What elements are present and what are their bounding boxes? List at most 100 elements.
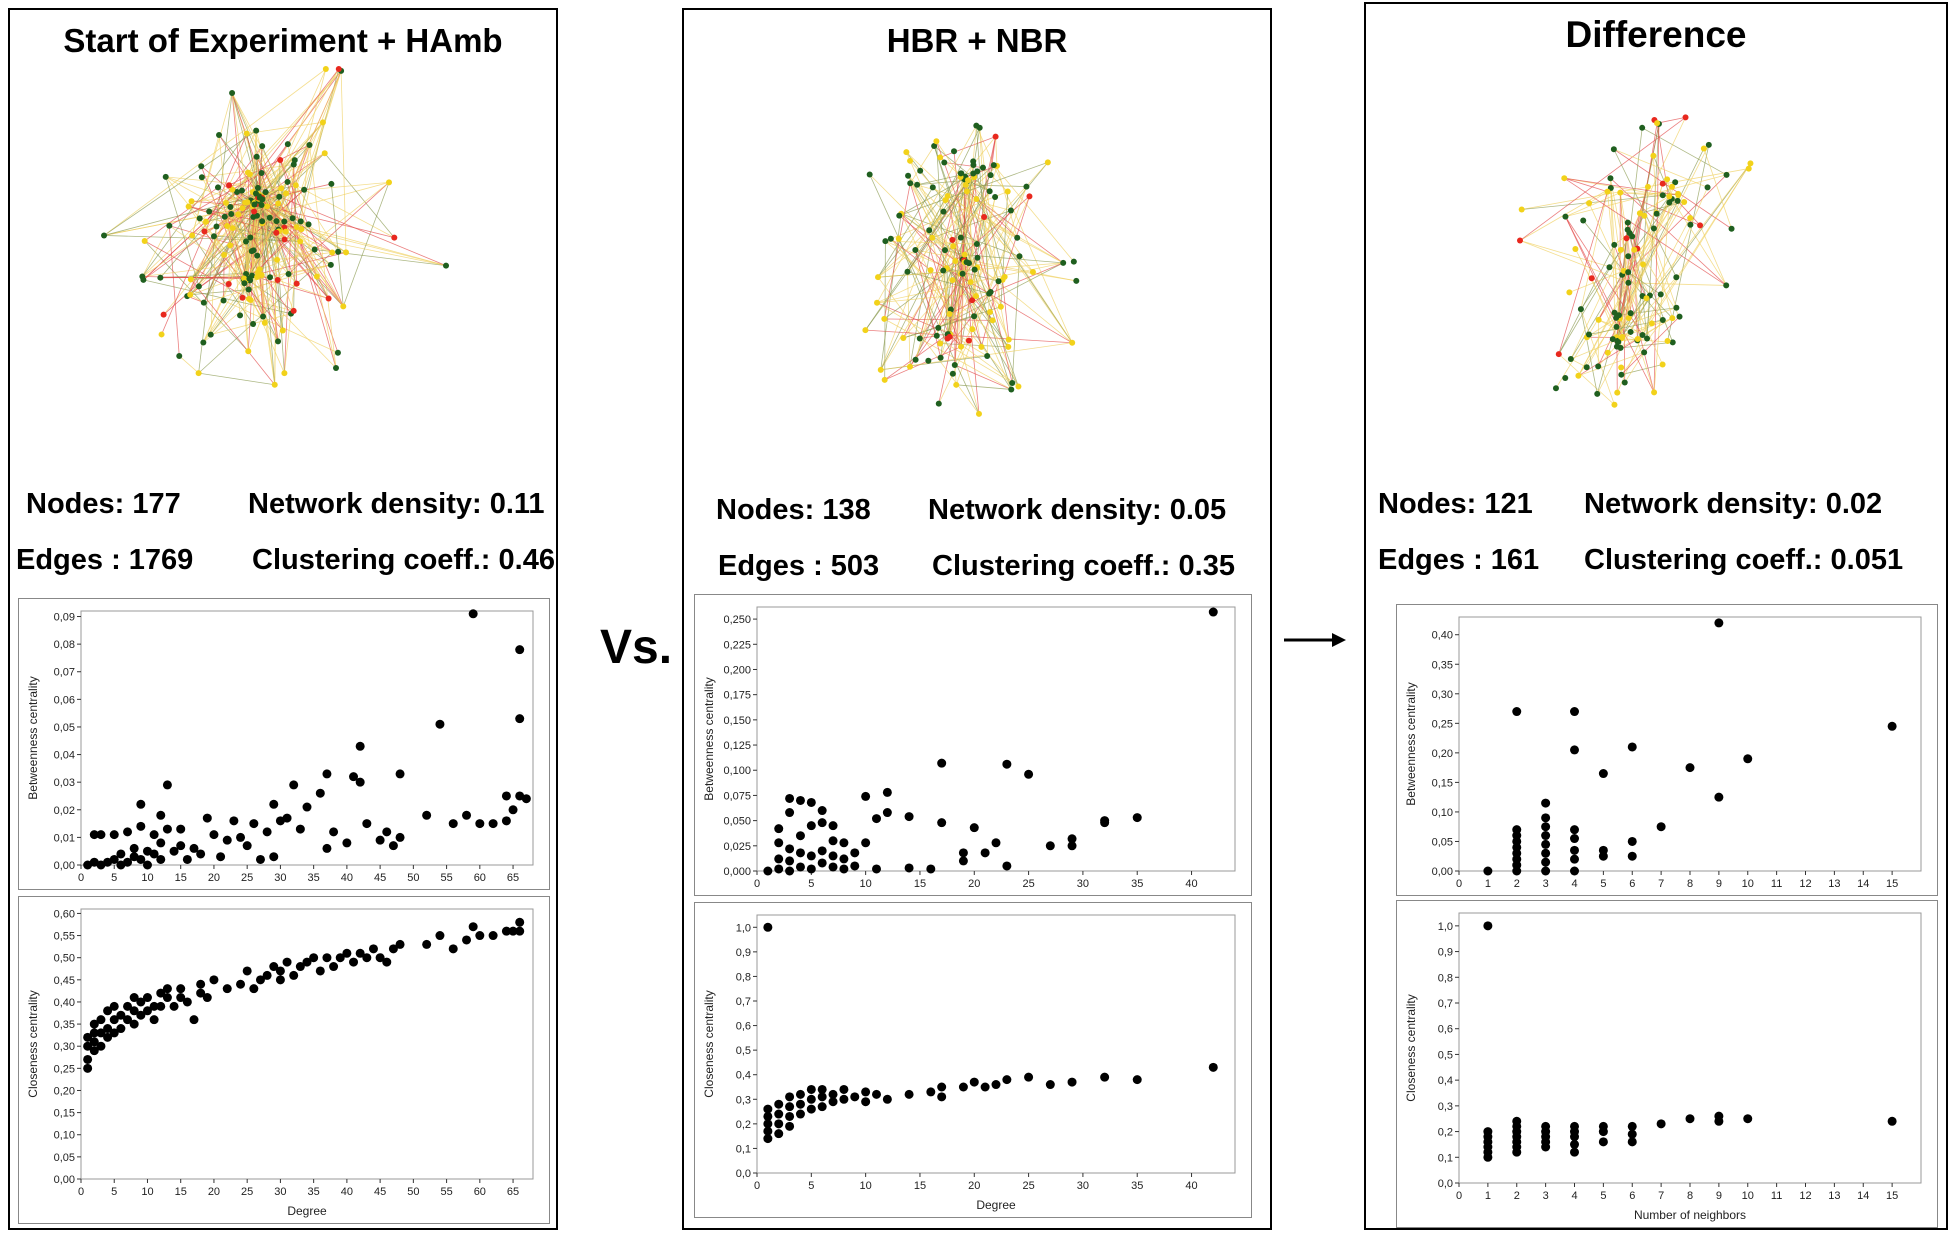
data-point <box>515 714 525 724</box>
y-tick-label: 0,5 <box>736 1045 751 1057</box>
x-axis-label: Degree <box>287 1204 327 1218</box>
data-point <box>142 993 152 1003</box>
network-edge <box>230 206 253 276</box>
y-tick-label: 0,35 <box>54 1019 75 1031</box>
y-tick-label: 0,025 <box>723 841 751 853</box>
x-tick-label: 13 <box>1828 878 1840 890</box>
network-node <box>1629 233 1636 240</box>
network-node <box>995 278 1002 285</box>
x-tick-label: 5 <box>1600 878 1606 890</box>
data-point <box>501 816 511 826</box>
network-node <box>990 162 997 169</box>
x-tick-label: 9 <box>1716 1190 1722 1202</box>
network-node <box>1585 331 1592 338</box>
network-node <box>1651 389 1658 396</box>
network-node <box>274 256 281 263</box>
data-point <box>236 832 246 842</box>
network-edge <box>178 355 199 374</box>
network-node <box>225 281 232 288</box>
y-tick-label: 0,0 <box>1438 1178 1453 1190</box>
data-point <box>937 1082 947 1092</box>
network-node <box>279 327 286 334</box>
network-node <box>984 353 991 360</box>
network-edge <box>907 198 977 272</box>
x-tick-label: 1 <box>1485 878 1491 890</box>
network-node <box>1641 349 1648 356</box>
network-node <box>140 276 147 283</box>
network-node <box>1069 339 1076 346</box>
data-point <box>149 1001 159 1011</box>
x-tick-label: 13 <box>1828 1190 1840 1202</box>
data-point <box>182 854 192 864</box>
y-tick-label: 0,10 <box>54 1130 75 1142</box>
y-tick-label: 0,1 <box>736 1143 751 1155</box>
network-node <box>221 213 228 220</box>
data-point <box>828 862 838 872</box>
data-point <box>1570 825 1579 835</box>
network-edge <box>287 144 337 369</box>
data-point <box>322 769 332 779</box>
network-edge <box>309 122 324 146</box>
network-edge <box>898 238 938 336</box>
data-point <box>850 848 860 858</box>
data-point <box>1627 851 1637 861</box>
y-tick-label: 0,5 <box>1438 1049 1453 1061</box>
x-tick-label: 8 <box>1687 1190 1693 1202</box>
data-point <box>329 827 339 837</box>
right-arrow-icon <box>1284 633 1346 647</box>
data-point <box>176 993 186 1003</box>
data-point <box>774 864 784 874</box>
network-edge <box>909 145 935 184</box>
data-point <box>388 841 398 851</box>
data-point <box>182 997 192 1007</box>
data-point <box>322 843 332 853</box>
network-node <box>259 218 266 225</box>
x-tick-label: 2 <box>1514 878 1520 890</box>
network-node <box>958 343 965 350</box>
network-node <box>957 234 964 241</box>
data-point <box>435 719 445 729</box>
network-edge <box>283 227 344 307</box>
data-point <box>1598 845 1608 855</box>
network-edge <box>876 302 1013 384</box>
network-edge <box>1629 127 1643 234</box>
network-edge <box>231 189 249 352</box>
network-node <box>1639 124 1646 131</box>
y-tick-label: 0,06 <box>54 694 75 706</box>
network-node <box>974 168 981 175</box>
y-tick-label: 0,08 <box>54 639 75 651</box>
network-edge <box>914 249 942 358</box>
data-point <box>1570 854 1579 864</box>
x-tick-label: 10 <box>141 872 153 884</box>
network-edge <box>954 364 1012 390</box>
network-node <box>914 181 921 188</box>
network-edge <box>141 225 170 277</box>
data-point <box>1541 857 1551 867</box>
data-point <box>991 838 1001 848</box>
network-edge <box>1639 201 1685 214</box>
network-node <box>271 381 278 388</box>
network-edge <box>1677 200 1701 226</box>
data-point <box>1541 839 1551 849</box>
network-node <box>258 170 265 177</box>
data-point <box>937 1092 947 1102</box>
network-node <box>1595 363 1602 370</box>
data-point <box>255 854 265 864</box>
data-point <box>861 838 871 848</box>
data-point <box>828 1089 838 1099</box>
data-point <box>774 1119 784 1129</box>
data-point <box>315 966 325 976</box>
data-point <box>488 819 498 829</box>
x-tick-label: 10 <box>860 878 872 890</box>
x-tick-label: 5 <box>1600 1190 1606 1202</box>
data-point <box>785 808 795 818</box>
network-edge <box>928 127 981 231</box>
network-node <box>241 275 248 282</box>
network-edge <box>293 185 297 311</box>
data-point <box>980 1082 990 1092</box>
data-point <box>785 866 795 876</box>
data-point <box>785 1121 795 1131</box>
network-edge <box>865 167 984 331</box>
network-node <box>997 303 1004 310</box>
network-node <box>992 193 999 200</box>
